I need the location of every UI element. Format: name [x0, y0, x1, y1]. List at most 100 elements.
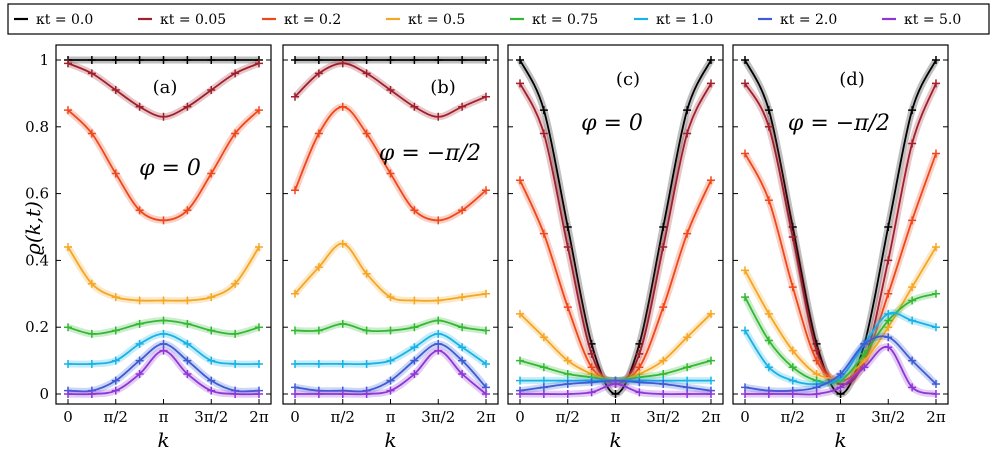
data-point-marker — [659, 243, 668, 252]
data-point-marker — [291, 56, 299, 64]
data-point-marker — [706, 356, 715, 365]
data-point-marker — [836, 369, 845, 378]
data-point-marker — [135, 102, 144, 111]
data-point-marker — [87, 129, 96, 138]
data-point-marker — [64, 59, 72, 68]
data-point-marker — [683, 333, 692, 342]
data-point-marker — [314, 326, 323, 335]
data-point-marker — [254, 106, 263, 115]
legend-entry-label: κt = 0.2 — [284, 12, 341, 28]
x-tick-label: 3π/2 — [421, 408, 455, 426]
data-point-marker — [764, 106, 773, 115]
panel-annotation: φ = −π/2 — [788, 111, 890, 136]
data-point-marker — [884, 256, 893, 265]
data-point-marker — [635, 388, 644, 397]
data-point-marker — [111, 326, 120, 335]
data-point-marker — [338, 59, 347, 68]
data-point-marker — [87, 329, 96, 338]
data-point-marker — [362, 326, 371, 335]
data-point-marker — [481, 289, 490, 298]
data-point-marker — [64, 243, 72, 252]
data-point-marker — [481, 56, 490, 64]
data-point-marker — [159, 296, 168, 305]
data-point-marker — [87, 390, 96, 398]
panel: 0 0.2 0.4 0.6 0.8 1 0 π/2 π 3π/2 2π k (a) φ = 0 — [25, 44, 272, 452]
data-point-marker — [87, 359, 96, 368]
data-point-marker — [884, 333, 893, 342]
data-point-marker — [183, 206, 192, 215]
data-point-marker — [764, 196, 773, 205]
panel-label: (b) — [430, 77, 456, 98]
data-point-marker — [788, 390, 797, 398]
data-point-marker — [254, 59, 263, 68]
data-point-marker — [231, 390, 240, 398]
data-point-marker — [458, 206, 467, 215]
data-point-marker — [291, 186, 299, 195]
data-point-marker — [836, 390, 845, 398]
x-tick-label: 3π/2 — [194, 408, 228, 426]
data-point-marker — [812, 356, 821, 365]
x-tick-label: π/2 — [331, 408, 355, 426]
y-tick-label: 0 — [39, 385, 49, 403]
data-point-marker — [314, 359, 323, 368]
data-point-marker — [207, 376, 216, 385]
data-point-marker — [159, 216, 168, 225]
data-point-marker — [410, 206, 419, 215]
data-point-marker — [338, 359, 347, 368]
data-point-marker — [931, 390, 940, 398]
data-point-marker — [159, 346, 168, 355]
data-point-marker — [539, 333, 548, 342]
data-point-marker — [908, 216, 917, 225]
data-point-marker — [884, 289, 893, 298]
data-point-marker — [539, 376, 548, 385]
data-point-marker — [836, 383, 845, 392]
y-tick-label: 0.2 — [25, 318, 49, 336]
data-point-marker — [635, 378, 644, 387]
data-point-marker — [659, 390, 668, 398]
x-tick-label: π/2 — [104, 408, 128, 426]
data-point-marker — [481, 359, 490, 368]
data-point-marker — [434, 346, 443, 355]
data-point-marker — [231, 279, 240, 288]
data-point-marker — [135, 319, 144, 328]
data-point-marker — [884, 323, 893, 332]
data-point-marker — [931, 149, 940, 158]
series-band — [516, 178, 715, 385]
data-point-marker — [183, 369, 192, 378]
data-point-marker — [111, 169, 120, 178]
data-point-marker — [434, 296, 443, 305]
data-point-marker — [931, 289, 940, 298]
series-band — [292, 240, 487, 305]
data-point-marker — [386, 169, 395, 178]
panel-annotation: φ = −π/2 — [379, 141, 481, 166]
data-point-marker — [111, 376, 120, 385]
data-point-marker — [207, 56, 216, 64]
data-point-marker — [659, 379, 668, 388]
data-point-marker — [183, 296, 192, 305]
legend-entry-label: κt = 0.0 — [36, 12, 93, 28]
data-point-marker — [587, 363, 596, 372]
data-point-marker — [291, 383, 299, 392]
data-point-marker — [207, 86, 216, 95]
data-point-marker — [362, 129, 371, 138]
data-point-marker — [931, 243, 940, 252]
data-point-marker — [207, 386, 216, 395]
data-point-marker — [159, 339, 168, 348]
data-point-marker — [884, 309, 893, 318]
data-point-marker — [231, 56, 240, 64]
x-tick-label: π/2 — [556, 408, 580, 426]
data-point-marker — [683, 106, 692, 115]
data-point-marker — [135, 296, 144, 305]
data-point-marker — [64, 106, 72, 115]
data-point-marker — [788, 363, 797, 372]
data-point-marker — [706, 79, 715, 88]
data-point-marker — [362, 269, 371, 278]
data-point-marker — [434, 339, 443, 348]
data-point-marker — [908, 296, 917, 305]
data-point-marker — [458, 323, 467, 332]
data-point-marker — [87, 56, 96, 64]
data-point-marker — [458, 369, 467, 378]
data-point-marker — [314, 129, 323, 138]
data-point-marker — [683, 363, 692, 372]
data-point-marker — [207, 169, 216, 178]
